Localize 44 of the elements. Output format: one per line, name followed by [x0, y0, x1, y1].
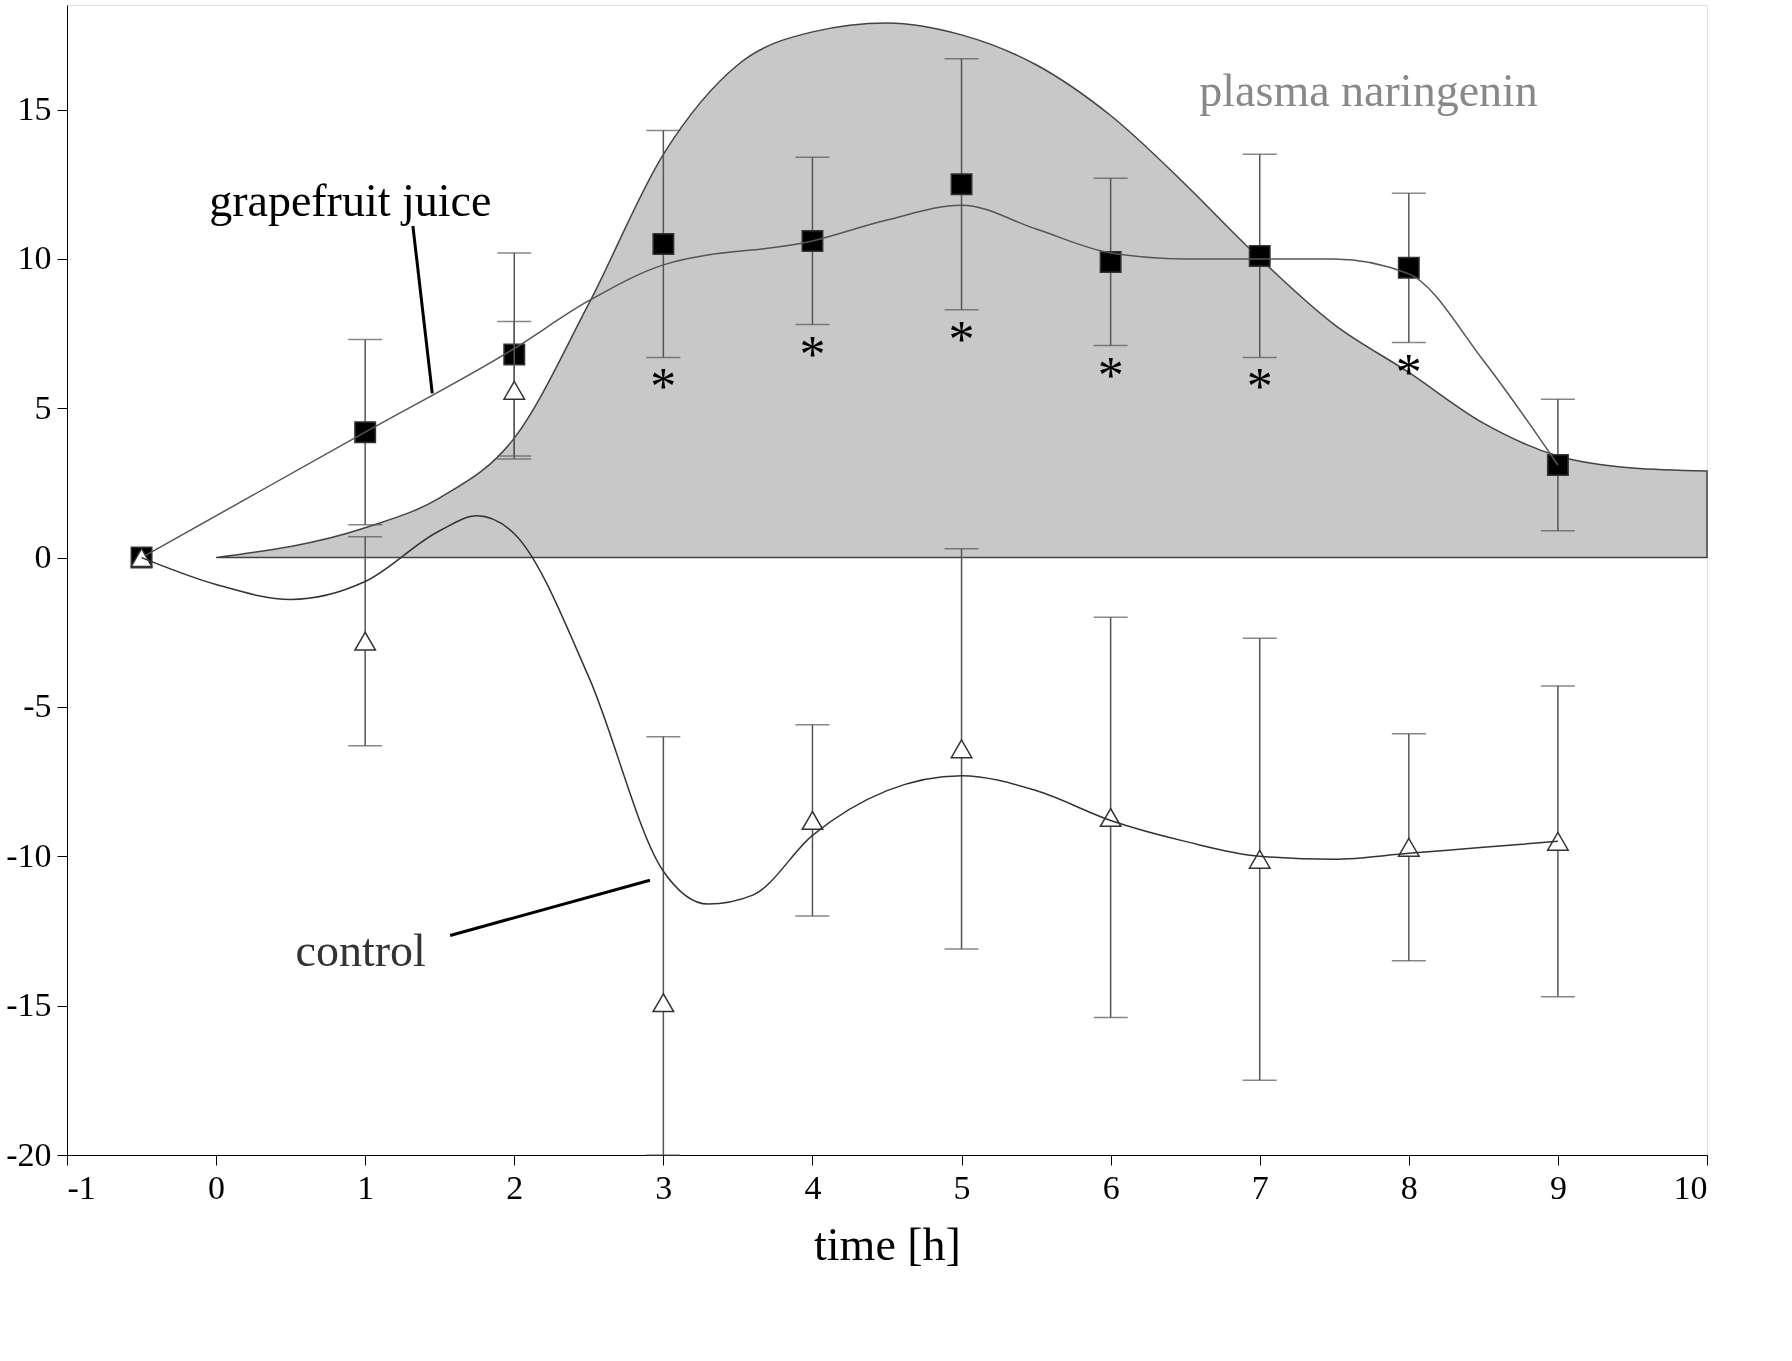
x-tick-label: 5	[953, 1168, 971, 1206]
x-tick-label: 9	[1549, 1168, 1567, 1206]
x-tick-label: 2	[506, 1168, 524, 1206]
annotation: *	[799, 325, 826, 383]
x-tick-label: 1	[357, 1168, 375, 1206]
point	[1248, 849, 1271, 869]
y-tick-label: 10	[17, 239, 52, 277]
text: control	[295, 924, 426, 976]
point	[801, 229, 824, 252]
point	[354, 631, 377, 651]
text: grapefruit juice	[209, 175, 492, 227]
point	[503, 380, 526, 400]
y-tick-label: 0	[34, 538, 52, 576]
x-tick-label: 7	[1251, 1168, 1269, 1206]
x-tick-label: 4	[804, 1168, 822, 1206]
annotation: *	[948, 310, 975, 368]
x-tick-label: 6	[1102, 1168, 1120, 1206]
point	[1248, 244, 1271, 267]
y-tick-label: -15	[6, 986, 52, 1024]
point	[652, 232, 675, 255]
point	[354, 421, 377, 444]
y-tick-label: -20	[6, 1135, 52, 1173]
y-tick-label: -5	[23, 687, 52, 725]
y-tick-label: 15	[17, 90, 52, 128]
point	[950, 173, 973, 196]
x-tick-label: 8	[1400, 1168, 1418, 1206]
y-tick-label: -10	[6, 836, 52, 874]
point	[1397, 256, 1420, 279]
point	[1546, 831, 1569, 851]
point	[652, 993, 675, 1013]
point	[801, 810, 824, 831]
annotation: *	[650, 358, 677, 416]
annotation: *	[1097, 346, 1124, 404]
y-tick-label: 5	[34, 388, 52, 426]
point	[950, 739, 973, 759]
x-tick-label: 10	[1673, 1168, 1708, 1206]
annotation: *	[1246, 358, 1273, 416]
x-tick-label: 3	[655, 1168, 673, 1206]
point	[1099, 250, 1122, 273]
point	[1546, 454, 1569, 476]
x-tick-label: 0	[208, 1168, 226, 1206]
series-label: plasma naringenin	[1199, 64, 1538, 116]
x-axis-title: time [h]	[814, 1218, 961, 1270]
x-tick-label: -1	[67, 1168, 96, 1206]
